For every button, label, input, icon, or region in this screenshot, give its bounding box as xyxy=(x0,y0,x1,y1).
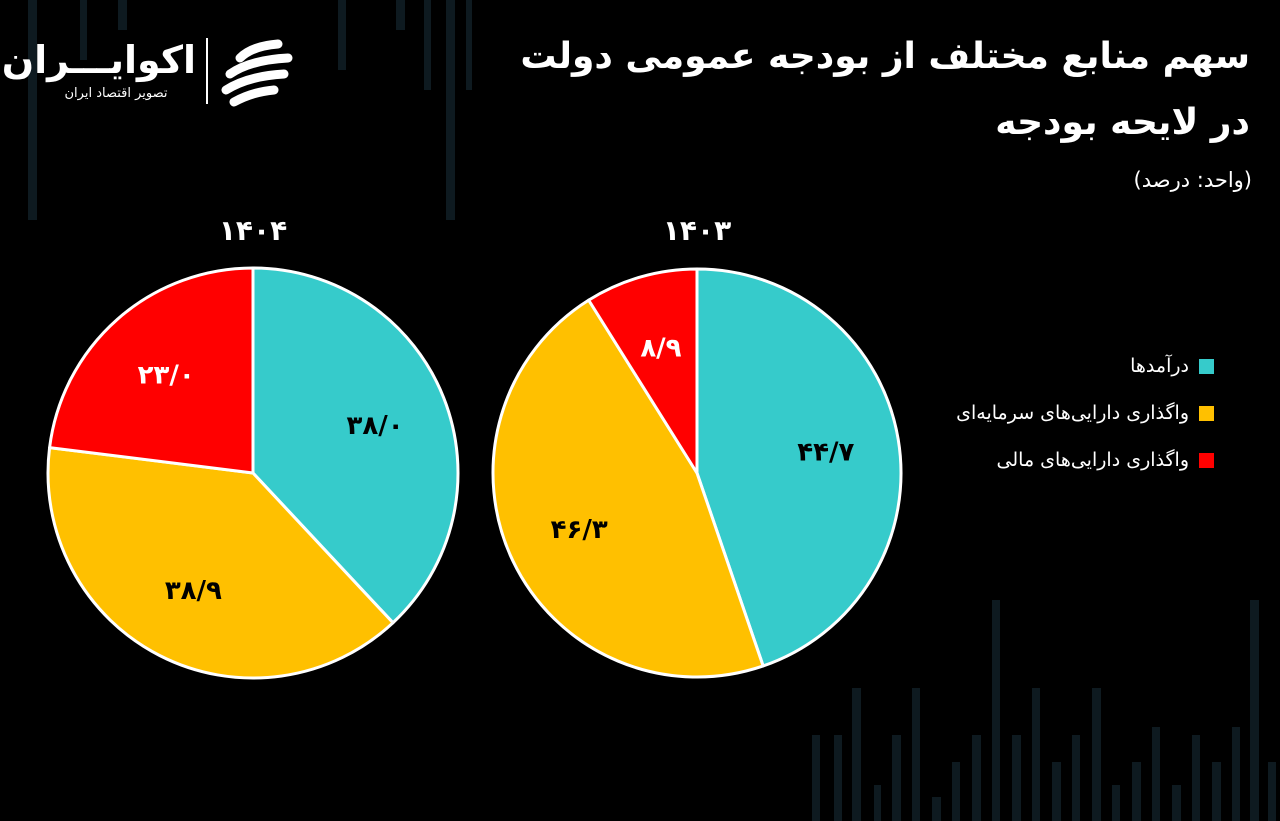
pie-slice-1404-financial-assets xyxy=(48,266,255,475)
pie-slice-1404-revenues xyxy=(251,266,460,625)
pie-slice-1403-revenues xyxy=(695,267,903,668)
legend-item-financial-assets: واگذاری دارایی‌های مالی xyxy=(956,446,1214,474)
logo-mark-icon xyxy=(221,39,293,107)
legend-swatch-revenues xyxy=(1199,358,1214,374)
logo-tagline: تصویر اقتصاد ایران xyxy=(64,86,168,101)
pie-chart-1403: ۱۴۰۳ ۴۴/۷ ۴۶/۳ ۸/۹ xyxy=(491,214,903,679)
logo-name: اکوایـــران xyxy=(1,38,196,82)
slice-label-1403-capital-assets: ۴۶/۳ xyxy=(551,515,608,545)
legend-label-capital-assets: واگذاری دارایی‌های سرمایه‌ای xyxy=(956,402,1189,424)
legend-item-revenues: درآمدها xyxy=(956,352,1214,380)
slice-label-1404-financial-assets: ۲۳/۰ xyxy=(138,361,195,391)
chart-title: سهم منابع مختلف از بودجه عمومی دولت xyxy=(520,36,1250,77)
legend-swatch-capital-assets xyxy=(1199,405,1214,421)
slice-label-1403-revenues: ۴۴/۷ xyxy=(797,438,854,468)
pie-slice-1404-capital-assets xyxy=(46,446,395,680)
pie-title-1404: ۱۴۰۴ xyxy=(219,214,287,247)
legend-label-financial-assets: واگذاری دارایی‌های مالی xyxy=(996,449,1189,471)
slice-label-1404-capital-assets: ۳۸/۹ xyxy=(165,576,222,606)
legend-swatch-financial-assets xyxy=(1199,452,1214,468)
logo-divider xyxy=(206,38,208,104)
pie-title-1403: ۱۴۰۳ xyxy=(663,214,731,247)
pie-slice-1403-financial-assets xyxy=(587,267,699,475)
ecoiran-logo: اکوایـــران تصویر اقتصاد ایران xyxy=(1,34,306,114)
legend-item-capital-assets: واگذاری دارایی‌های سرمایه‌ای xyxy=(956,399,1214,427)
slice-label-1404-revenues: ۳۸/۰ xyxy=(346,411,403,441)
pie-chart-1404: ۱۴۰۴ ۳۸/۰ ۳۸/۹ ۲۳/۰ xyxy=(46,214,460,680)
pie-slice-1403-capital-assets xyxy=(491,298,765,679)
legend: درآمدها واگذاری دارایی‌های سرمایه‌ای واگ… xyxy=(956,352,1214,493)
slice-label-1403-financial-assets: ۸/۹ xyxy=(640,334,681,364)
unit-note: (واحد: درصد) xyxy=(1133,168,1252,192)
legend-label-revenues: درآمدها xyxy=(1130,355,1189,377)
chart-title-line-2: در لایحه بودجه xyxy=(995,102,1250,143)
